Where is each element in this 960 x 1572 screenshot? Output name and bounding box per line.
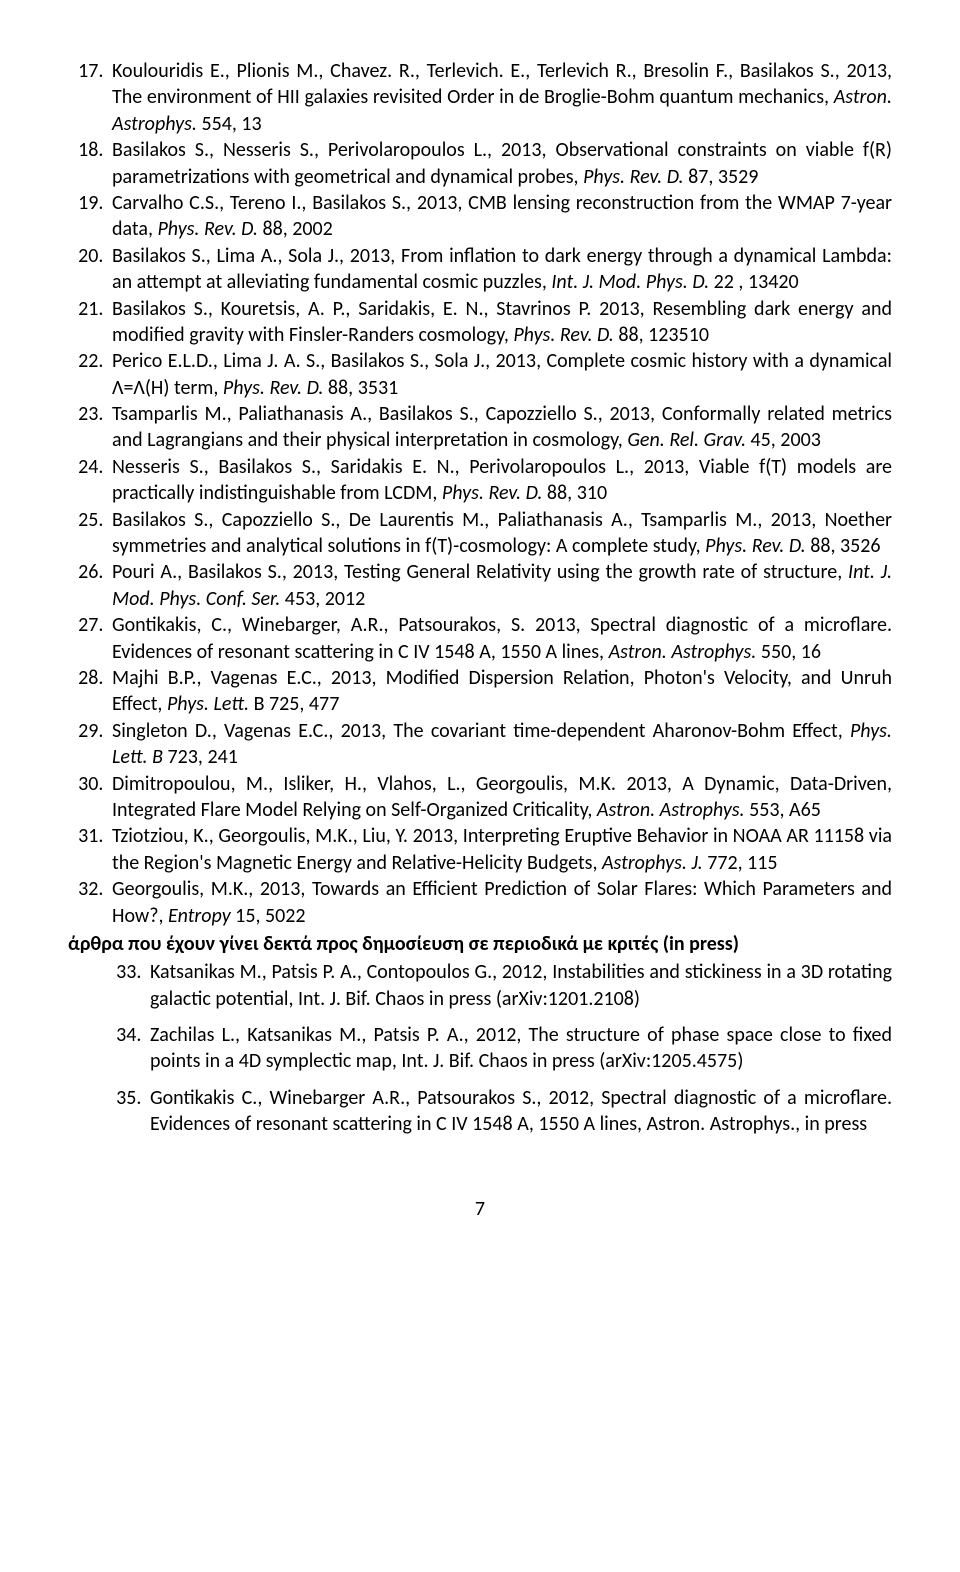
ref-title: The covariant time-dependent Aharonov-Bo… — [393, 719, 850, 743]
reference-item: Tziotziou, K., Georgoulis, M.K., Liu, Y.… — [108, 823, 892, 876]
ref-locator: 88, 3526 — [806, 534, 881, 558]
ref-journal: Phys. Rev. D. — [442, 481, 543, 505]
reference-item: Basilakos S., Capozziello S., De Laurent… — [108, 507, 892, 560]
inpress-item: Zachilas L., Katsanikas M., Patsis P. A.… — [146, 1022, 892, 1075]
ref-journal: Phys. Rev. D. — [583, 165, 684, 189]
ref-locator: 15, 5022 — [231, 904, 306, 928]
ref-authors: Basilakos S., Nesseris S., Perivolaropou… — [112, 138, 555, 162]
ref-title: Testing General Relativity using the gro… — [344, 560, 848, 584]
ref-journal: Phys. Rev. D. — [513, 323, 614, 347]
ref-locator: 88, 2002 — [258, 217, 333, 241]
ref-locator: 22 , 13420 — [714, 270, 799, 294]
reference-item: Koulouridis E., Plionis M., Chavez. R., … — [108, 58, 892, 137]
inpress-item: Katsanikas M., Patsis P. A., Contopoulos… — [146, 959, 892, 1012]
reference-item: Dimitropoulou, M., Isliker, H., Vlahos, … — [108, 771, 892, 824]
ref-authors: Singleton D., Vagenas E.C., 2013, — [112, 719, 393, 743]
inpress-list: Katsanikas M., Patsis P. A., Contopoulos… — [68, 959, 892, 1137]
reference-item: Basilakos S., Nesseris S., Perivolaropou… — [108, 137, 892, 190]
ref-locator: 553, A65 — [745, 798, 821, 822]
ref-authors: Nesseris S., Basilakos S., Saridakis E. … — [112, 455, 699, 479]
ref-locator: 723, 241 — [163, 745, 238, 769]
ref-journal: Phys. Rev. D. — [157, 217, 258, 241]
reference-item: Basilakos S., Lima A., Sola J., 2013, Fr… — [108, 243, 892, 296]
reference-list: Koulouridis E., Plionis M., Chavez. R., … — [68, 58, 892, 929]
ref-authors: Perico E.L.D., Lima J. A. S., Basilakos … — [112, 349, 546, 373]
ref-authors: Basilakos S., Kouretsis, A. P., Saridaki… — [112, 297, 652, 321]
ref-journal: Gen. Rel. Grav. — [627, 428, 746, 452]
reference-item: Majhi B.P., Vagenas E.C., 2013, Modified… — [108, 665, 892, 718]
reference-item: Singleton D., Vagenas E.C., 2013, The co… — [108, 718, 892, 771]
ref-authors: Basilakos S., Capozziello S., De Laurent… — [112, 508, 825, 532]
ref-authors: Dimitropoulou, M., Isliker, H., Vlahos, … — [112, 772, 682, 796]
ref-journal: Astron. Astrophys. — [609, 640, 757, 664]
ref-locator: 453, 2012 — [280, 587, 365, 611]
reference-item: Perico E.L.D., Lima J. A. S., Basilakos … — [108, 348, 892, 401]
ref-locator: 87, 3529 — [684, 165, 759, 189]
ref-authors: Basilakos S., Lima A., Sola J., 2013, — [112, 244, 401, 268]
ref-locator: 88, 123510 — [614, 323, 709, 347]
reference-item: Gontikakis, C., Winebarger, A.R., Patsou… — [108, 612, 892, 665]
ref-authors: Gontikakis, C., Winebarger, A.R., Patsou… — [112, 613, 590, 637]
ref-journal: Astron. Astrophys. — [597, 798, 745, 822]
reference-item: Carvalho C.S., Tereno I., Basilakos S., … — [108, 190, 892, 243]
ref-authors: Tsamparlis M., Paliathanasis A., Basilak… — [112, 402, 662, 426]
ref-title: The environment of HII galaxies revisite… — [112, 85, 834, 109]
ref-locator: 550, 16 — [756, 640, 821, 664]
reference-item: Tsamparlis M., Paliathanasis A., Basilak… — [108, 401, 892, 454]
ref-locator: 88, 310 — [542, 481, 607, 505]
section-heading: άρθρα που έχουν γίνει δεκτά προς δημοσίε… — [68, 931, 892, 957]
ref-locator: 554, 13 — [197, 112, 262, 136]
ref-authors: Carvalho C.S., Tereno I., Basilakos S., … — [112, 191, 468, 215]
ref-locator: B 725, 477 — [249, 692, 339, 716]
ref-authors: Georgoulis, M.K., 2013, — [112, 877, 312, 901]
ref-authors: Pouri A., Basilakos S., 2013, — [112, 560, 344, 584]
ref-journal: Phys. Rev. D. — [705, 534, 806, 558]
ref-authors: Majhi B.P., Vagenas E.C., 2013, — [112, 666, 386, 690]
reference-item: Basilakos S., Kouretsis, A. P., Saridaki… — [108, 296, 892, 349]
reference-item: Georgoulis, M.K., 2013, Towards an Effic… — [108, 876, 892, 929]
ref-authors: Koulouridis E., Plionis M., Chavez. R., … — [112, 59, 892, 83]
reference-item: Pouri A., Basilakos S., 2013, Testing Ge… — [108, 559, 892, 612]
ref-journal: Phys. Rev. D. — [223, 376, 324, 400]
page-number: 7 — [68, 1196, 892, 1222]
ref-journal: Astrophys. J. — [602, 851, 703, 875]
ref-locator: 88, 3531 — [323, 376, 398, 400]
ref-authors: Tziotziou, K., Georgoulis, M.K., Liu, Y.… — [112, 824, 463, 848]
ref-journal: Entropy — [168, 904, 231, 928]
ref-locator: 45, 2003 — [746, 428, 821, 452]
reference-item: Nesseris S., Basilakos S., Saridakis E. … — [108, 454, 892, 507]
ref-journal: Int. J. Mod. Phys. D. — [551, 270, 713, 294]
ref-journal: Phys. Lett. — [167, 692, 249, 716]
ref-locator: 772, 115 — [703, 851, 778, 875]
inpress-item: Gontikakis C., Winebarger A.R., Patsoura… — [146, 1085, 892, 1138]
